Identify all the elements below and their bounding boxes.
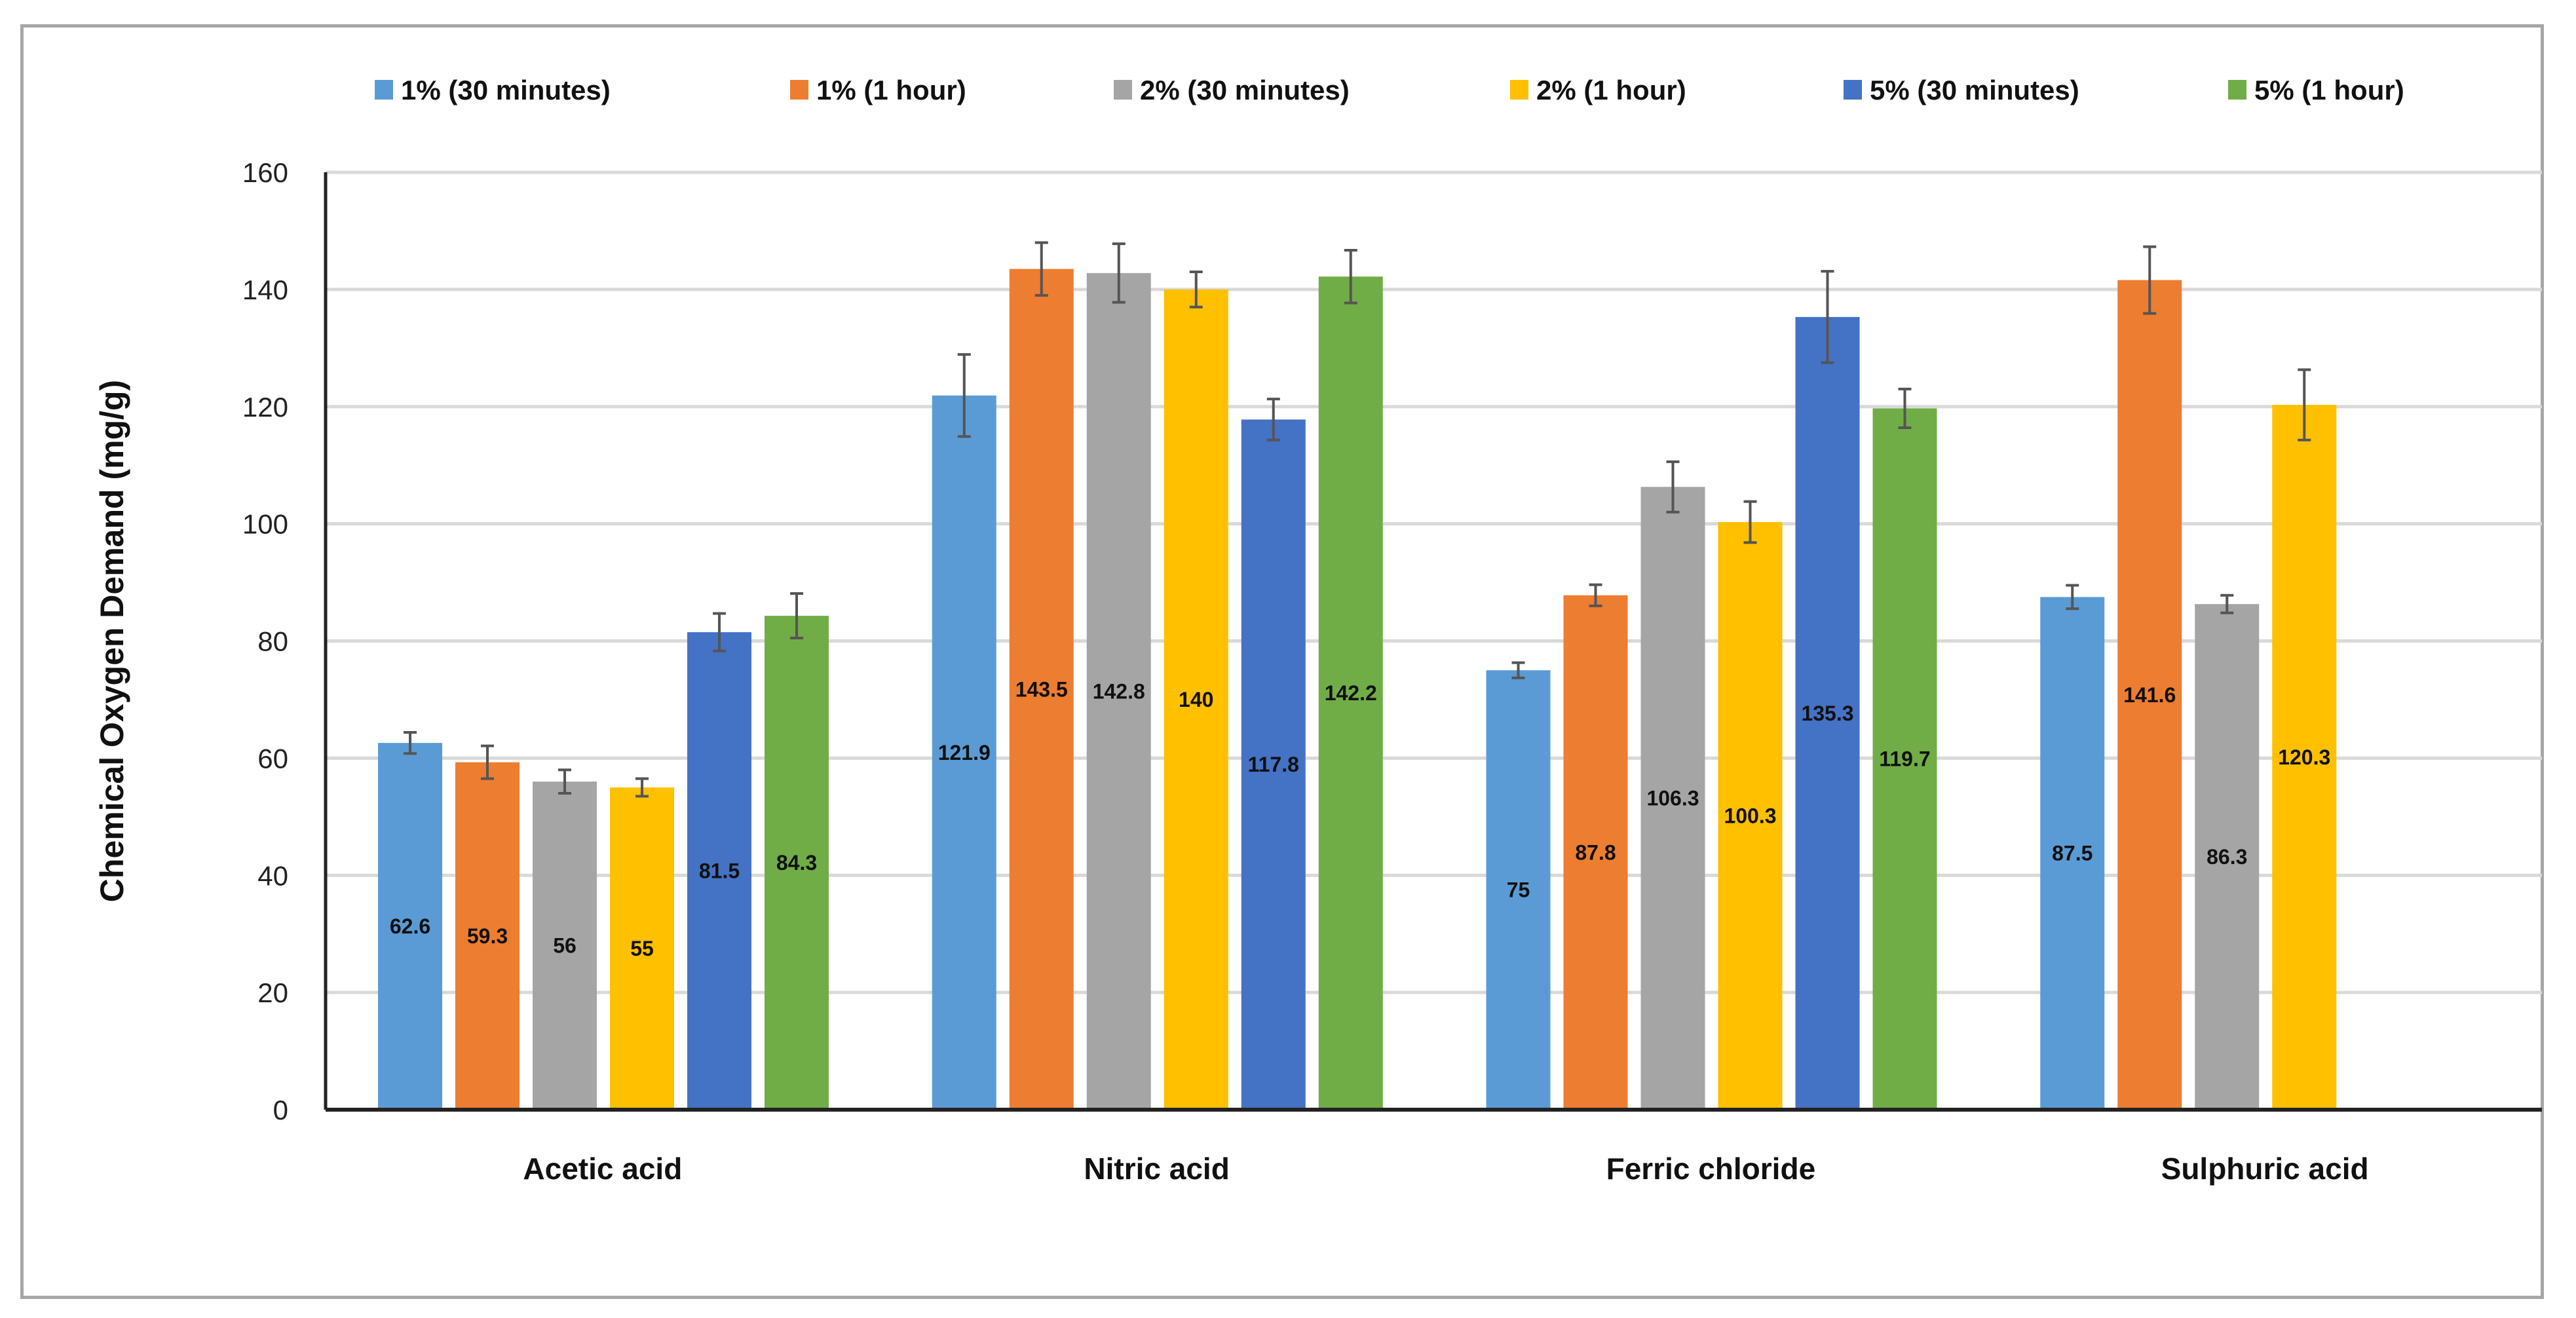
legend-swatch <box>790 80 808 100</box>
data-label: 120.3 <box>2278 745 2330 769</box>
legend-swatch <box>1510 80 1528 100</box>
data-label: 56 <box>553 934 577 958</box>
bar <box>378 743 442 1110</box>
bar <box>765 616 829 1110</box>
legend-label: 2% (30 minutes) <box>1140 75 1350 105</box>
data-label: 59.3 <box>467 924 508 948</box>
y-tick-label: 60 <box>257 743 288 774</box>
data-label: 142.8 <box>1093 679 1145 703</box>
data-label: 106.3 <box>1646 787 1699 810</box>
data-label: 84.3 <box>776 851 817 875</box>
bar <box>1795 316 1860 1110</box>
bar <box>610 787 674 1110</box>
bar <box>1009 269 1074 1110</box>
x-tick-label: Ferric chloride <box>1606 1152 1816 1186</box>
bar <box>2272 405 2337 1110</box>
bar <box>1563 595 1628 1110</box>
bar <box>1318 276 1383 1110</box>
data-label: 75 <box>1507 878 1530 902</box>
legend-label: 1% (30 minutes) <box>401 75 611 105</box>
data-label: 62.6 <box>390 914 430 938</box>
bar <box>1241 419 1306 1110</box>
data-label: 87.8 <box>1575 840 1616 864</box>
legend-label: 2% (1 hour) <box>1536 75 1686 105</box>
data-label: 86.3 <box>2207 845 2247 869</box>
bar <box>687 632 751 1110</box>
data-label: 142.2 <box>1325 681 1377 705</box>
bar <box>1640 487 1705 1110</box>
bar <box>1164 289 1228 1110</box>
bar <box>1872 408 1937 1110</box>
bar <box>533 781 597 1110</box>
x-tick-label: Sulphuric acid <box>2161 1152 2369 1186</box>
data-label: 143.5 <box>1015 677 1068 701</box>
data-label: 119.7 <box>1879 747 1930 771</box>
x-tick-label: Acetic acid <box>523 1152 682 1186</box>
bar <box>1718 521 1783 1110</box>
bar <box>1086 273 1151 1110</box>
legend-swatch <box>375 80 393 100</box>
y-tick-label: 20 <box>257 977 288 1008</box>
y-axis-label: Chemical Oxygen Demand (mg/g) <box>94 380 130 902</box>
bar <box>1486 670 1551 1110</box>
y-tick-label: 140 <box>242 274 288 305</box>
legend-swatch <box>2228 80 2246 100</box>
data-label: 87.5 <box>2052 842 2093 865</box>
data-label: 141.6 <box>2123 683 2176 707</box>
legend-label: 5% (1 hour) <box>2254 75 2404 105</box>
legend-swatch <box>1844 80 1862 100</box>
bar <box>2195 604 2260 1110</box>
legend-swatch <box>1114 80 1132 100</box>
data-label: 135.3 <box>1801 702 1853 725</box>
y-tick-label: 120 <box>242 392 288 423</box>
data-label: 81.5 <box>699 859 740 883</box>
y-tick-label: 160 <box>242 157 288 188</box>
x-tick-label: Nitric acid <box>1084 1152 1229 1186</box>
data-label: 121.9 <box>938 741 991 764</box>
y-tick-label: 80 <box>257 626 288 657</box>
data-label: 117.8 <box>1248 753 1299 776</box>
data-label: 55 <box>630 937 654 960</box>
data-label: 100.3 <box>1724 804 1776 827</box>
y-tick-label: 100 <box>242 509 288 540</box>
legend-label: 5% (30 minutes) <box>1870 75 2079 105</box>
y-tick-label: 40 <box>257 860 288 891</box>
bar <box>932 395 996 1110</box>
data-label: 140 <box>1179 688 1213 711</box>
y-tick-label: 0 <box>273 1095 288 1125</box>
bar <box>455 762 520 1110</box>
legend-label: 1% (1 hour) <box>816 75 966 105</box>
bar <box>2040 597 2105 1110</box>
bar <box>2117 280 2182 1110</box>
